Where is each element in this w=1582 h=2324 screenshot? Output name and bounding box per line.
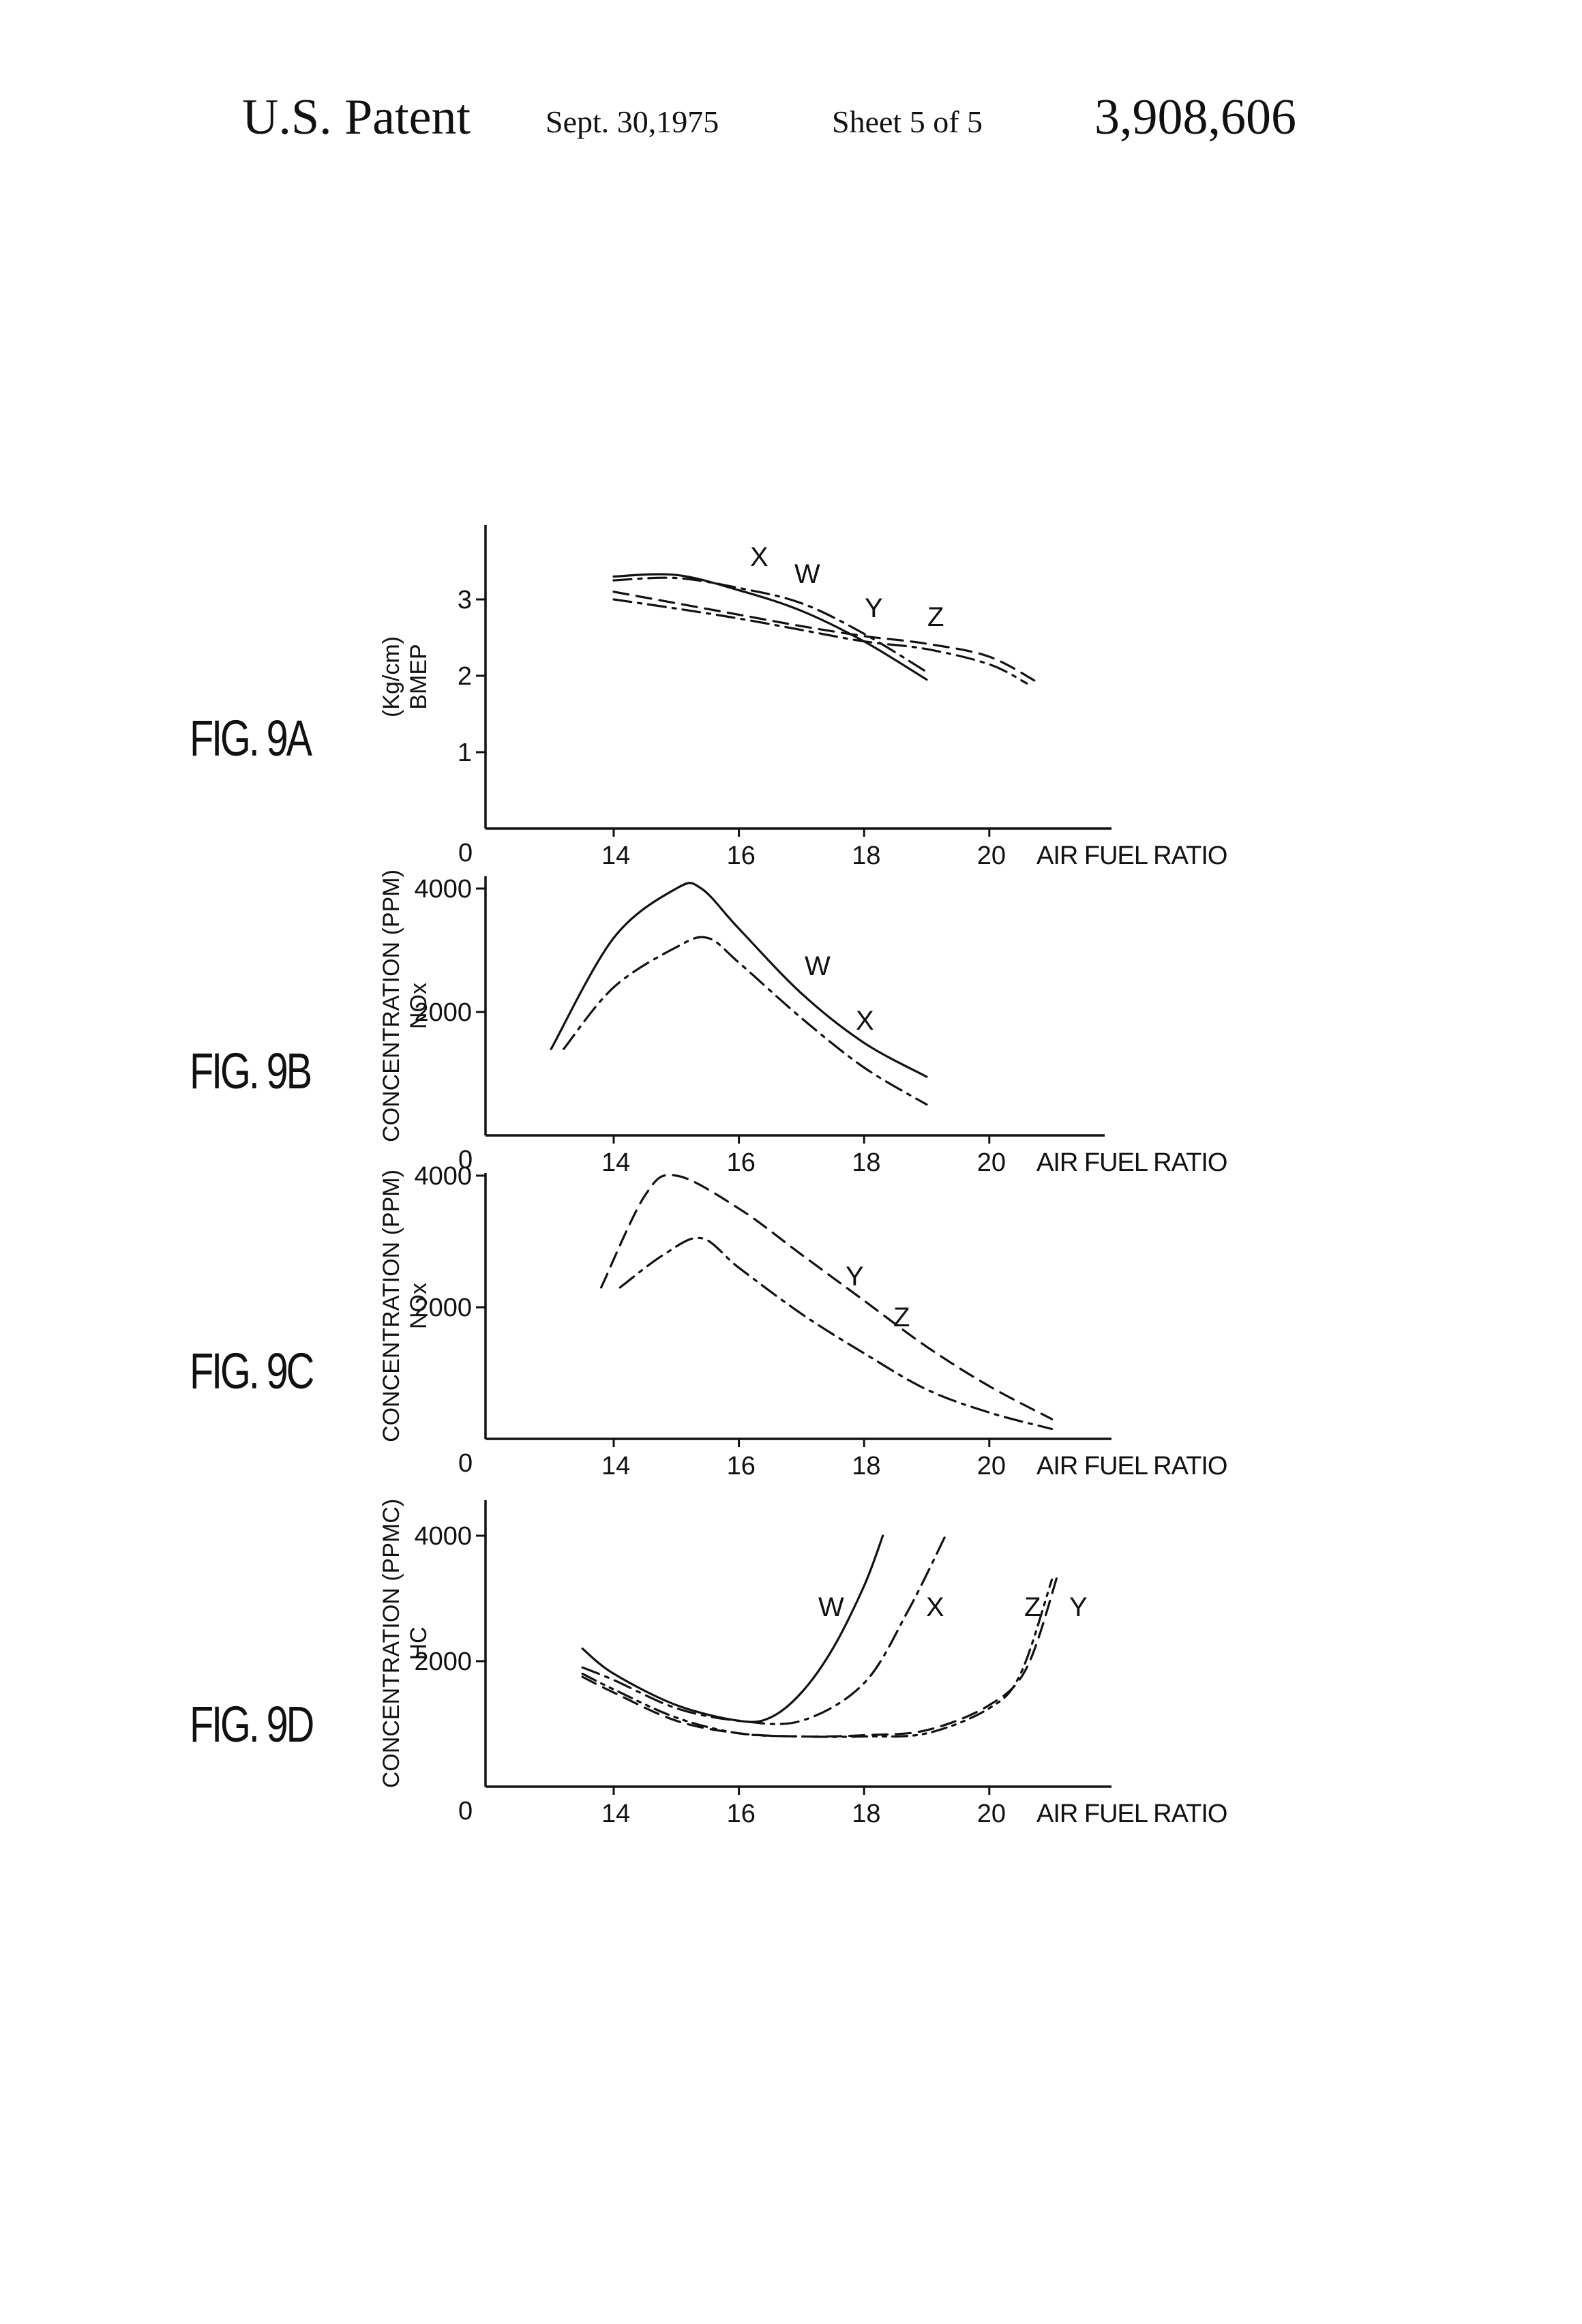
fig2-y-axis-label-line2: NOx xyxy=(406,983,432,1029)
fig1-x-tick-label: 14 xyxy=(601,841,630,870)
fig4-x-tick-label: 16 xyxy=(727,1800,756,1828)
fig1-series-label-w: W xyxy=(794,559,820,589)
fig4-y-tick-label: 4000 xyxy=(414,1522,472,1551)
fig3-curve-y xyxy=(601,1175,1052,1419)
fig1-y-tick-label: 3 xyxy=(458,586,472,614)
fig1-curve-x xyxy=(614,578,927,672)
fig3-x-tick-label: 20 xyxy=(977,1452,1006,1480)
fig1-x-axis-label: AIR FUEL RATIO xyxy=(1036,841,1227,870)
fig3-series-label-z: Z xyxy=(893,1302,910,1332)
fig4-curve-x xyxy=(582,1536,945,1724)
fig1-y-axis-label-line1: (Kg/cm) xyxy=(378,636,404,717)
fig4-x-axis-label: AIR FUEL RATIO xyxy=(1036,1800,1227,1828)
fig2-series-label-w: W xyxy=(805,951,831,981)
fig1-x-tick-label: 18 xyxy=(852,841,880,870)
fig3-origin-label: 0 xyxy=(458,1449,473,1478)
fig4-series-label-w: W xyxy=(818,1592,844,1622)
fig1-curve-z xyxy=(614,592,1039,683)
fig4-y-axis-label-line1: CONCENTRATION (PPMC) xyxy=(378,1499,404,1788)
fig2-curve-w xyxy=(551,883,927,1077)
fig3-series-label-y: Y xyxy=(846,1262,864,1292)
fig1-origin-label: 0 xyxy=(458,839,473,867)
fig4-x-tick-label: 18 xyxy=(852,1800,880,1828)
fig2-x-tick-label: 14 xyxy=(601,1148,630,1177)
fig2-x-tick-label: 16 xyxy=(727,1148,756,1177)
fig3-x-tick-label: 14 xyxy=(601,1452,630,1480)
fig4-curve-w xyxy=(582,1536,883,1722)
fig4-series-label-z: Z xyxy=(1024,1592,1041,1622)
fig2-x-axis-label: AIR FUEL RATIO xyxy=(1036,1148,1227,1177)
fig1-y-tick-label: 1 xyxy=(458,739,472,767)
fig3-y-axis-label-line1: CONCENTRATION (PPM) xyxy=(378,1170,404,1442)
fig1-x-tick-label: 16 xyxy=(727,841,756,870)
fig1-y-tick-label: 2 xyxy=(458,662,472,691)
fig4-y-axis-label-line2: HC xyxy=(406,1626,432,1660)
fig3-x-tick-label: 18 xyxy=(852,1452,880,1480)
fig4-series-label-y: Y xyxy=(1069,1592,1088,1622)
fig3-x-tick-label: 16 xyxy=(727,1452,756,1480)
fig4-x-tick-label: 14 xyxy=(601,1800,630,1828)
fig3-x-axis-label: AIR FUEL RATIO xyxy=(1036,1452,1227,1480)
fig1-y-axis-label-line2: BMEP xyxy=(406,644,432,709)
fig2-y-tick-label: 4000 xyxy=(414,875,472,904)
fig1-series-label-z: Z xyxy=(927,602,944,632)
fig2-series-label-x: X xyxy=(856,1006,874,1036)
fig3-y-axis-label-line2: NOx xyxy=(406,1283,432,1329)
fig1-series-label-y: Y xyxy=(865,593,883,623)
fig1-series-label-x: X xyxy=(750,542,768,572)
fig2-x-tick-label: 20 xyxy=(977,1148,1006,1177)
fig4-origin-label: 0 xyxy=(458,1797,473,1826)
fig4-curve-z xyxy=(582,1579,1052,1737)
fig3-y-tick-label: 4000 xyxy=(414,1162,472,1191)
fig2-y-axis-label-line1: CONCENTRATION (PPM) xyxy=(378,869,404,1142)
fig3-curve-z xyxy=(620,1238,1051,1429)
fig1-x-tick-label: 20 xyxy=(977,841,1006,870)
fig4-series-label-x: X xyxy=(926,1592,944,1622)
fig1-curve-w xyxy=(614,574,927,680)
fig4-x-tick-label: 20 xyxy=(977,1800,1006,1828)
fig2-x-tick-label: 18 xyxy=(852,1148,880,1177)
